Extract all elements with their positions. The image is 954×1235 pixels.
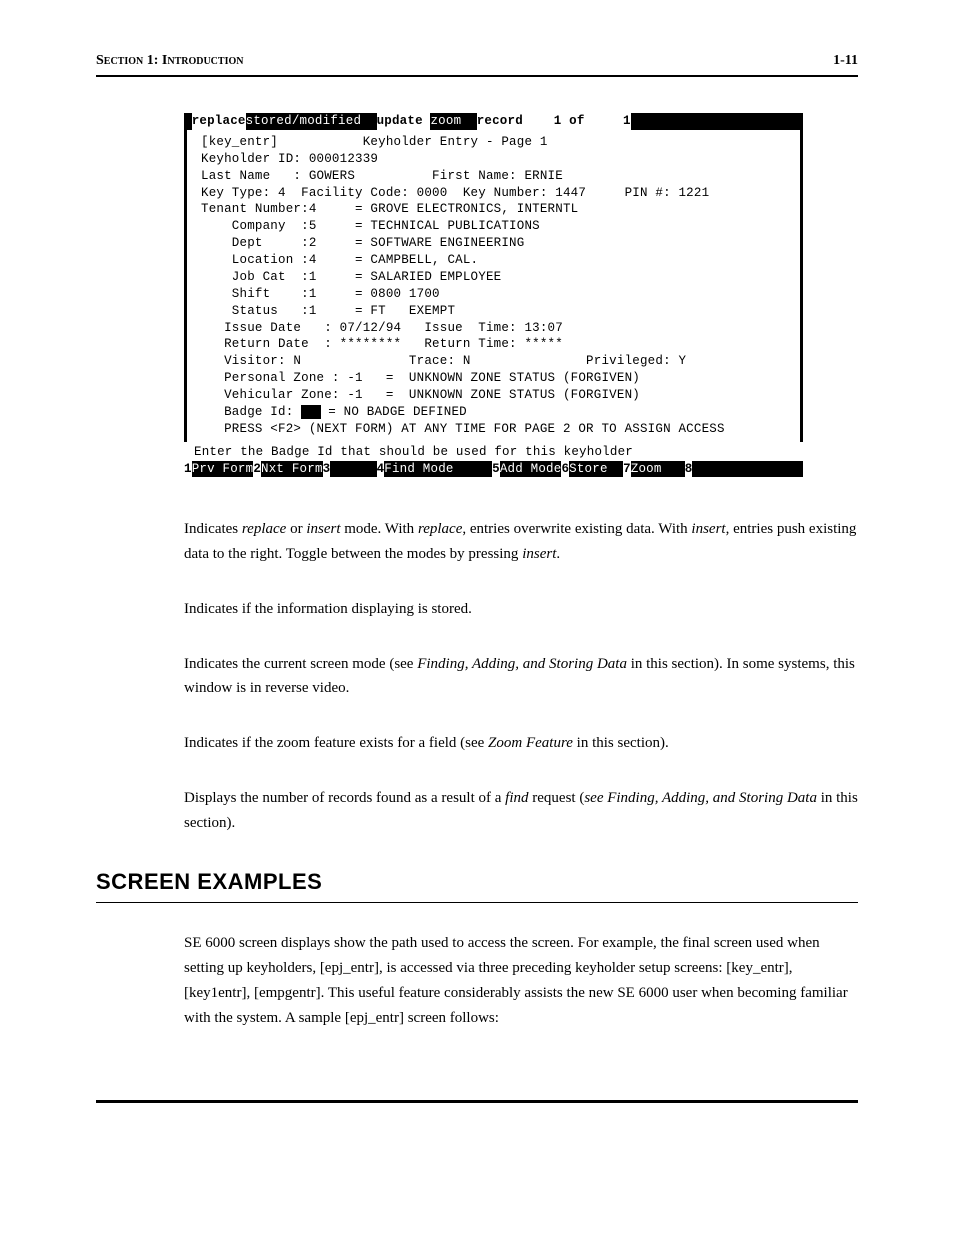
- em: Zoom Feature: [488, 735, 573, 751]
- paragraph-screen-mode: Indicates the current screen mode (see F…: [184, 652, 858, 702]
- mode-indicator: replace: [192, 113, 246, 130]
- em: Finding, Adding, and Storing Data: [417, 656, 627, 672]
- stored-indicator: stored/modified: [246, 113, 369, 130]
- em: find: [505, 790, 528, 806]
- em: replace: [418, 521, 462, 537]
- paragraph-record-count: Displays the number of records found as …: [184, 786, 858, 836]
- terminal-line: Location :4 = CAMPBELL, CAL.: [187, 252, 800, 269]
- section-label: Section 1: Introduction: [96, 50, 243, 71]
- paragraph-screen-examples: SE 6000 screen displays show the path us…: [184, 931, 858, 1030]
- terminal-line: Dept :2 = SOFTWARE ENGINEERING: [187, 235, 800, 252]
- f4-label: Find Mode: [384, 461, 453, 478]
- terminal-line: PRESS <F2> (NEXT FORM) AT ANY TIME FOR P…: [187, 421, 800, 438]
- f7-label: Zoom: [631, 461, 685, 478]
- terminal-line: Personal Zone : -1 = UNKNOWN ZONE STATUS…: [187, 370, 800, 387]
- f4-key: 4: [377, 461, 385, 478]
- text: Indicates if the zoom feature exists for…: [184, 735, 488, 751]
- terminal-line: Return Date : ******** Return Time: ****…: [187, 336, 800, 353]
- text: , entries overwrite existing data. With: [462, 521, 691, 537]
- footer-rule: [96, 1100, 858, 1103]
- terminal-line: Issue Date : 07/12/94 Issue Time: 13:07: [187, 320, 800, 337]
- em: replace: [242, 521, 286, 537]
- text: in this section).: [573, 735, 669, 751]
- f8-key: 8: [685, 461, 693, 478]
- record-count-indicator: record 1 of 1: [477, 113, 631, 130]
- text: Indicates the current screen mode (see: [184, 656, 417, 672]
- text: .: [556, 546, 560, 562]
- terminal-line: Key Type: 4 Facility Code: 0000 Key Numb…: [187, 185, 800, 202]
- terminal-line: Company :5 = TECHNICAL PUBLICATIONS: [187, 218, 800, 235]
- f2-key: 2: [253, 461, 261, 478]
- terminal-line: Vehicular Zone: -1 = UNKNOWN ZONE STATUS…: [187, 387, 800, 404]
- section-heading: SCREEN EXAMPLES: [96, 865, 858, 898]
- screen-mode-indicator: update: [377, 113, 431, 130]
- terminal-line: Status :1 = FT EXEMPT: [187, 303, 800, 320]
- f7-key: 7: [623, 461, 631, 478]
- text: Indicates: [184, 521, 242, 537]
- f5-label: Add Mode: [500, 461, 562, 478]
- f6-label: Store: [569, 461, 623, 478]
- f1-label: Prv Form: [192, 461, 254, 478]
- page-number: 1-11: [833, 50, 858, 71]
- terminal-screenshot: replace stored/modified update zoom reco…: [184, 113, 803, 477]
- em: insert: [306, 521, 340, 537]
- f1-key: 1: [184, 461, 192, 478]
- text: request (: [529, 790, 585, 806]
- terminal-line: Job Cat :1 = SALARIED EMPLOYEE: [187, 269, 800, 286]
- f4-pad: [454, 461, 493, 478]
- badge-suffix: = NO BADGE DEFINED: [321, 405, 467, 419]
- f2-label: Nxt Form: [261, 461, 323, 478]
- f3-key: 3: [323, 461, 331, 478]
- terminal-line: Keyholder ID: 000012339: [187, 151, 800, 168]
- text: Displays the number of records found as …: [184, 790, 505, 806]
- f3-pad: [330, 461, 376, 478]
- paragraph-replace-insert: Indicates replace or insert mode. With r…: [184, 517, 858, 567]
- terminal-line: [key_entr] Keyholder Entry - Page 1: [187, 134, 800, 151]
- f5-key: 5: [492, 461, 500, 478]
- terminal-fkey-bar: 1 Prv Form 2 Nxt Form 3 4 Find Mode 5 Ad…: [184, 461, 803, 478]
- terminal-badge-line: Badge Id: 0 = NO BADGE DEFINED: [187, 404, 800, 421]
- em: insert: [522, 546, 556, 562]
- terminal-prompt: Enter the Badge Id that should be used f…: [184, 442, 803, 461]
- text: or: [286, 521, 306, 537]
- terminal-line: Tenant Number:4 = GROVE ELECTRONICS, INT…: [187, 201, 800, 218]
- terminal-line: Last Name : GOWERS First Name: ERNIE: [187, 168, 800, 185]
- em: insert: [691, 521, 725, 537]
- page-header: Section 1: Introduction 1-11: [96, 50, 858, 77]
- f6-key: 6: [561, 461, 569, 478]
- badge-prefix: Badge Id:: [201, 405, 301, 419]
- terminal-status-bar: replace stored/modified update zoom reco…: [184, 113, 803, 130]
- heading-rule: [96, 902, 858, 903]
- terminal-line: Shift :1 = 0800 1700: [187, 286, 800, 303]
- paragraph-zoom: Indicates if the zoom feature exists for…: [184, 731, 858, 756]
- cursor: 0: [301, 405, 320, 419]
- terminal-body: [key_entr] Keyholder Entry - Page 1 Keyh…: [184, 130, 803, 442]
- terminal-line: Visitor: N Trace: N Privileged: Y: [187, 353, 800, 370]
- zoom-indicator: zoom: [430, 113, 469, 130]
- text: mode. With: [340, 521, 417, 537]
- paragraph-stored: Indicates if the information displaying …: [184, 597, 858, 622]
- em: see Finding, Adding, and Storing Data: [584, 790, 817, 806]
